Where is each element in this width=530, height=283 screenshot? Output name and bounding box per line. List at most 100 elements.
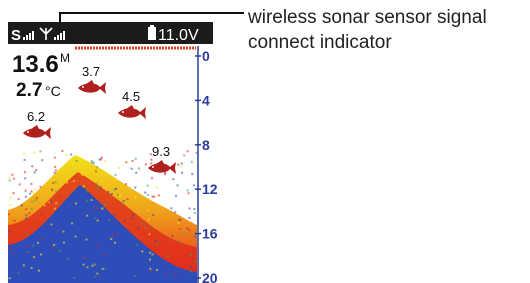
speck xyxy=(96,273,98,275)
speck xyxy=(25,190,27,192)
screenshot: S 11.0V 048121620 13.6 M 2.7 °C 3.74.56.… xyxy=(0,0,530,283)
speck xyxy=(55,181,57,183)
speck xyxy=(93,207,95,209)
speck xyxy=(151,226,153,228)
speck xyxy=(140,223,142,225)
speck xyxy=(121,202,123,204)
speck xyxy=(189,207,191,209)
speck xyxy=(158,194,160,196)
speck xyxy=(156,186,158,188)
scale-label: 12 xyxy=(202,181,218,197)
speck xyxy=(96,188,98,190)
speck xyxy=(9,176,11,178)
speck xyxy=(187,150,189,152)
speck xyxy=(50,201,52,203)
speck xyxy=(29,212,31,214)
speck xyxy=(31,208,33,210)
speck xyxy=(143,233,145,235)
speck xyxy=(149,259,151,261)
speck xyxy=(91,160,93,162)
speck xyxy=(81,174,83,176)
speck xyxy=(102,232,104,234)
speck xyxy=(118,167,120,169)
speck xyxy=(96,207,98,209)
speck xyxy=(180,165,182,167)
speck xyxy=(40,253,42,255)
speck xyxy=(26,245,28,247)
speck xyxy=(65,154,67,156)
speck xyxy=(177,222,179,224)
speck xyxy=(125,183,127,185)
battery-icon xyxy=(148,25,156,40)
speck xyxy=(179,228,181,230)
speck xyxy=(23,264,25,266)
speck xyxy=(152,196,154,198)
speck xyxy=(191,161,193,163)
speck xyxy=(170,207,172,209)
speck xyxy=(26,227,28,229)
speck xyxy=(35,169,37,171)
speck xyxy=(11,253,13,255)
speck xyxy=(24,159,26,161)
speck xyxy=(13,192,15,194)
speck xyxy=(148,219,150,221)
speck xyxy=(54,157,56,159)
speck xyxy=(186,189,188,191)
speck xyxy=(101,205,103,207)
speck xyxy=(31,190,33,192)
depth-readout: 13.6 xyxy=(12,51,59,78)
speck xyxy=(75,236,77,238)
annotation-text: connect indicator xyxy=(248,32,392,53)
speck xyxy=(29,193,31,195)
speck xyxy=(141,250,143,252)
speck xyxy=(131,168,133,170)
speck xyxy=(149,268,151,270)
speck xyxy=(83,264,85,266)
speck xyxy=(86,200,88,202)
speck xyxy=(138,167,140,169)
speck xyxy=(125,161,127,163)
speck xyxy=(24,177,26,179)
speck xyxy=(111,193,113,195)
speck xyxy=(136,242,138,244)
speck xyxy=(60,196,62,198)
speck xyxy=(86,191,88,193)
speck xyxy=(93,162,95,164)
speck xyxy=(34,171,36,173)
scale-label: 16 xyxy=(202,226,218,242)
speck xyxy=(37,242,39,244)
speck xyxy=(25,208,27,210)
speck xyxy=(51,224,53,226)
speck xyxy=(21,204,23,206)
speck xyxy=(91,199,93,201)
speck xyxy=(191,173,193,175)
fish-depth: 4.5 xyxy=(122,89,140,104)
speck xyxy=(95,263,97,265)
speck xyxy=(25,196,27,198)
speck xyxy=(72,164,74,166)
speck xyxy=(83,185,85,187)
speck xyxy=(27,251,29,253)
speck xyxy=(115,178,117,180)
speck xyxy=(117,194,119,196)
speck xyxy=(113,213,115,215)
speck xyxy=(101,208,103,210)
speck xyxy=(41,238,43,240)
signal-label: S xyxy=(11,27,21,44)
speck xyxy=(83,259,85,261)
speck xyxy=(115,269,117,271)
speck xyxy=(52,237,54,239)
speck xyxy=(149,252,151,254)
speck xyxy=(183,154,185,156)
speck xyxy=(86,215,88,217)
speck xyxy=(11,174,13,176)
speck xyxy=(104,204,106,206)
speck xyxy=(175,195,177,197)
speck xyxy=(150,270,152,272)
speck xyxy=(186,254,188,256)
speck xyxy=(132,263,134,265)
speck xyxy=(147,194,149,196)
scale-label: 4 xyxy=(202,92,210,108)
speck xyxy=(38,270,40,272)
speck xyxy=(95,183,97,185)
